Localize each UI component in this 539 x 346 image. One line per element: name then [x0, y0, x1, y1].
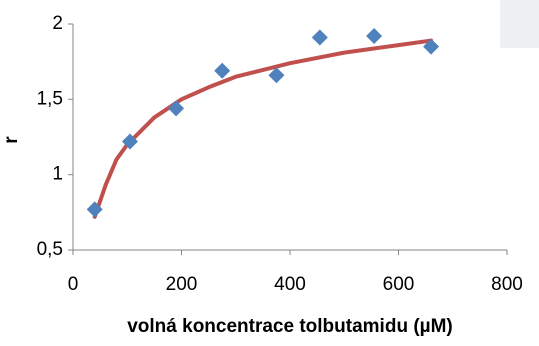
x-axis-label: volná koncentrace tolbutamidu (µM) [127, 316, 453, 337]
data-point [268, 67, 285, 84]
data-point [168, 100, 185, 117]
x-tick-label: 0 [68, 274, 79, 295]
x-tick-label: 800 [491, 274, 523, 295]
data-point [86, 201, 103, 218]
data-point [366, 28, 383, 45]
y-tick-label: 2 [52, 13, 63, 34]
data-point [311, 29, 328, 46]
data-point [121, 133, 138, 150]
data-point [423, 38, 440, 55]
y-axis-label: r [1, 136, 22, 144]
background-decoration [500, 0, 539, 48]
y-tick-label: 1 [52, 164, 63, 185]
y-tick-label: 1,5 [37, 88, 63, 109]
fit-line [92, 38, 434, 219]
data-point [214, 62, 231, 79]
x-tick-label: 600 [383, 274, 415, 295]
x-tick-label: 400 [274, 274, 306, 295]
x-tick-label: 200 [166, 274, 198, 295]
y-tick-label: 0,5 [37, 239, 63, 260]
